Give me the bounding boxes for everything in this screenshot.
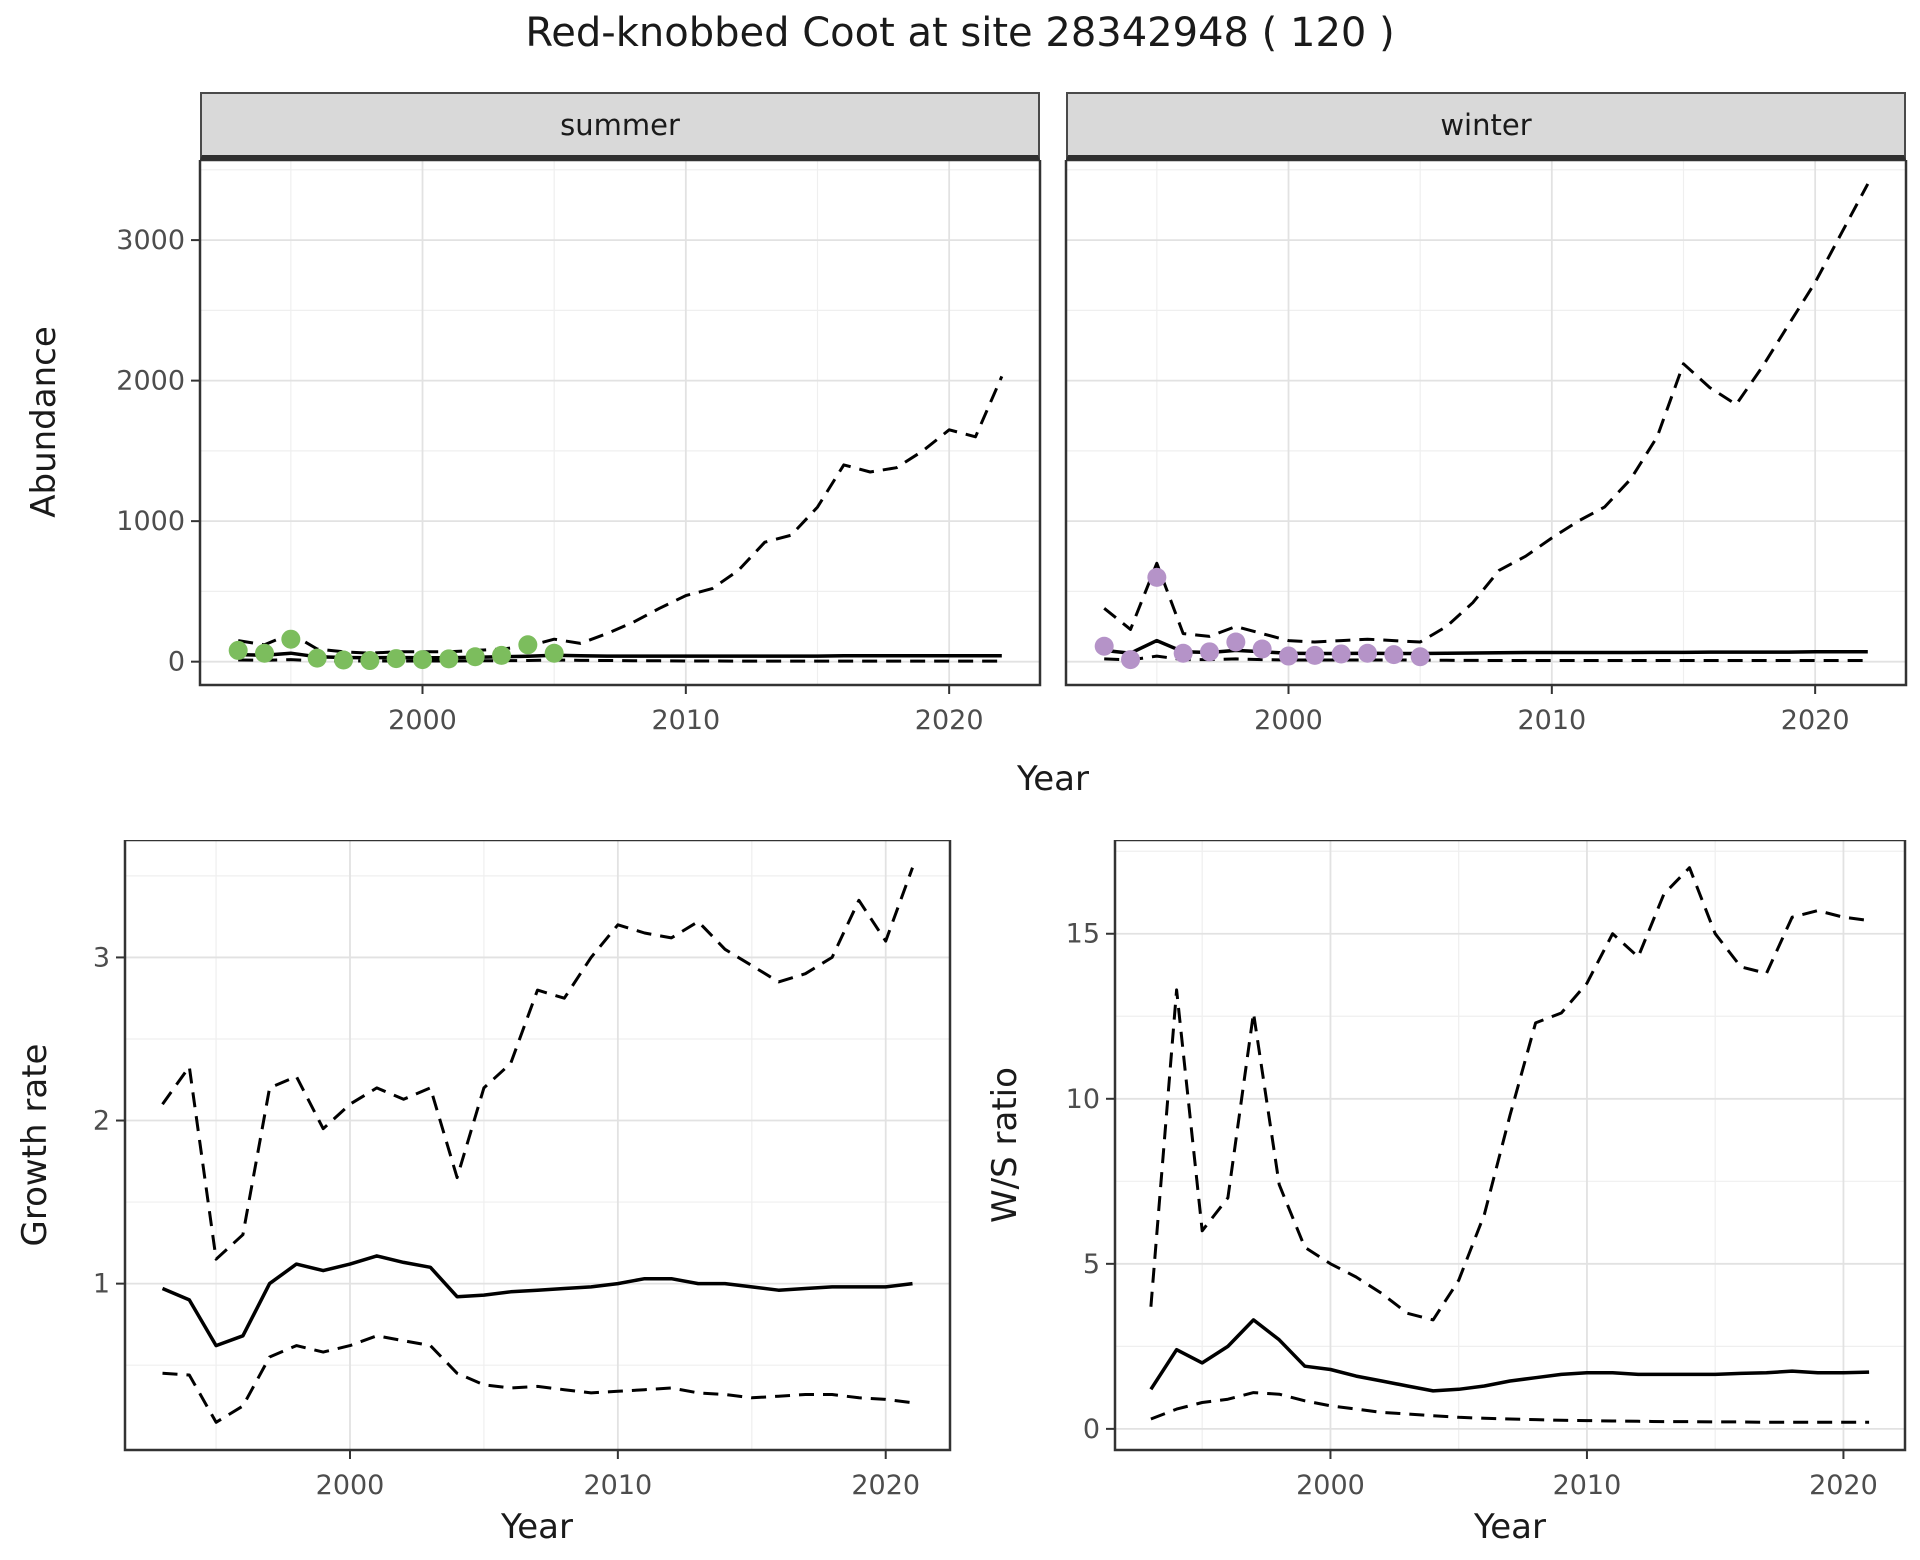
data-point	[1147, 567, 1167, 587]
x-tick-label: 2010	[583, 1470, 652, 1501]
data-point	[518, 635, 538, 655]
data-point	[439, 649, 459, 669]
panel-background	[125, 840, 950, 1450]
data-point	[1384, 645, 1404, 665]
panel-border	[1064, 160, 1908, 687]
facet-strip-winter-label: winter	[1440, 107, 1532, 142]
data-point	[1358, 643, 1378, 663]
x-tick-label: 2000	[1296, 1470, 1365, 1501]
ws-ratio-chart: 2000 2010 2020 0 5 10 15	[1066, 840, 1907, 1501]
data-point	[307, 648, 327, 668]
y-tick-label: 0	[1083, 1414, 1100, 1445]
facet-strip-winter: winter	[1066, 92, 1906, 160]
data-point	[1226, 632, 1246, 652]
data-point	[386, 649, 406, 669]
y-tick-label: 1	[93, 1269, 110, 1300]
growth-rate-chart: 2000 2010 2020 1 2 3	[93, 840, 952, 1501]
data-point	[413, 650, 433, 670]
plot-title: Red-knobbed Coot at site 28342948 ( 120 …	[525, 10, 1395, 56]
panel-background	[1115, 840, 1905, 1450]
data-point	[1252, 639, 1272, 659]
data-point	[1410, 647, 1430, 667]
x-tick-label: 2020	[851, 1470, 920, 1501]
y-tick-label: 2000	[116, 366, 185, 397]
data-point	[281, 629, 301, 649]
panel-border	[198, 160, 1042, 687]
y-tick-label: 3000	[116, 225, 185, 256]
data-point	[1200, 642, 1220, 662]
x-tick-label: 2000	[1254, 705, 1323, 736]
data-point	[544, 643, 564, 663]
facet-strip-summer: summer	[200, 92, 1040, 160]
upper_ci-line	[161, 867, 914, 1261]
y-tick-label: 15	[1066, 919, 1100, 950]
data-point	[492, 645, 512, 665]
x-tick-label: 2010	[651, 705, 720, 736]
lower_ci-line	[1104, 654, 1868, 662]
x-tick-label: 2020	[915, 705, 984, 736]
y-tick-label: 1000	[116, 506, 185, 537]
y-tick-label: 5	[1083, 1249, 1100, 1280]
x-tick-label: 2020	[1809, 1470, 1878, 1501]
data-point	[228, 640, 248, 660]
data-point	[1331, 644, 1351, 664]
observed_counts-points	[1094, 567, 1430, 670]
abundance-summer-chart: 2000 2010 2020 0 1000 2000 3000	[116, 160, 1042, 736]
x-tick-label: 2010	[1553, 1470, 1622, 1501]
upper_ci-line	[1149, 866, 1870, 1322]
panel-background	[200, 160, 1040, 685]
x-tick-label: 2000	[316, 1470, 385, 1501]
abundance-winter-chart: 2000 2010 2020	[1064, 160, 1908, 736]
data-point	[360, 651, 380, 671]
facet-strip-summer-label: summer	[560, 107, 680, 142]
x-tick-label: 2010	[1517, 705, 1586, 736]
x-tick-label: 2000	[388, 705, 457, 736]
lower_ci-line	[1150, 1391, 1870, 1424]
panel-border	[1113, 840, 1907, 1452]
y-tick-label: 3	[93, 942, 110, 973]
panel-background	[1066, 160, 1906, 685]
data-point	[1173, 643, 1193, 663]
ws-ratio-x-axis-title: Year	[1474, 1507, 1546, 1547]
data-point	[1094, 636, 1114, 656]
y-tick-label: 2	[93, 1106, 110, 1137]
median-line	[1149, 1318, 1870, 1393]
median-line	[161, 1254, 913, 1348]
panel-border	[123, 840, 952, 1452]
data-point	[334, 650, 354, 670]
growth-rate-x-axis-title: Year	[501, 1507, 573, 1547]
data-point	[1279, 646, 1299, 666]
lower_ci-line	[162, 1334, 913, 1424]
data-point	[255, 643, 275, 663]
y-tick-label: 0	[168, 647, 185, 678]
data-point	[465, 647, 485, 667]
data-point	[1305, 645, 1325, 665]
median-line	[1104, 638, 1868, 656]
observed_counts-points	[228, 629, 564, 671]
x-tick-label: 2020	[1781, 705, 1850, 736]
abundance-x-axis-title: Year	[1017, 759, 1089, 799]
y-tick-label: 10	[1066, 1084, 1100, 1115]
data-point	[1121, 650, 1141, 670]
upper_ci-line	[1103, 183, 1870, 644]
abundance-y-axis-title: Abundance	[24, 326, 64, 518]
